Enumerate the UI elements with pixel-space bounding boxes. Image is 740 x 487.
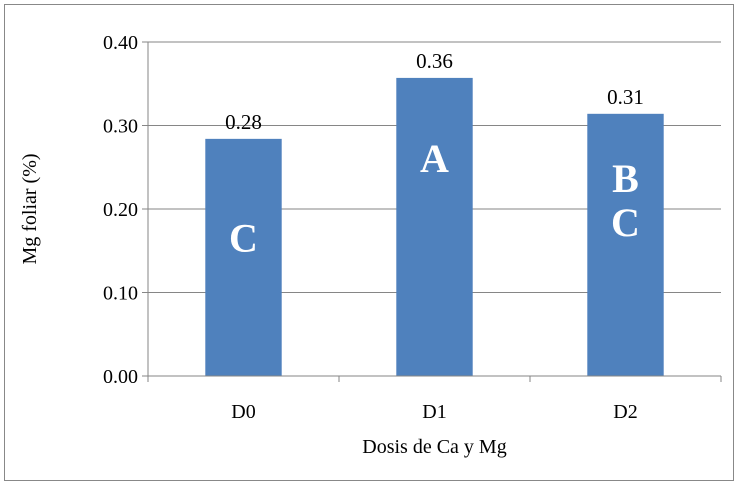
bar-d2 — [587, 113, 664, 376]
group-letter: A — [420, 136, 449, 181]
bar-d0 — [205, 138, 282, 376]
x-tick-label: D0 — [231, 401, 255, 423]
group-letter: B — [612, 156, 639, 201]
data-label: 0.31 — [607, 85, 644, 109]
y-axis-title: Mg foliar (%) — [19, 153, 41, 264]
data-label: 0.28 — [225, 110, 262, 134]
data-label: 0.36 — [416, 49, 453, 73]
x-tick-label: D2 — [613, 401, 637, 423]
y-tick-label: 0.40 — [103, 32, 138, 54]
y-tick-label: 0.20 — [103, 199, 138, 221]
y-tick-label: 0.10 — [103, 283, 138, 305]
x-tick-label: D1 — [422, 401, 446, 423]
group-letter: C — [611, 200, 640, 245]
axes — [142, 41, 722, 382]
bar-d1 — [396, 77, 473, 376]
group-letter: C — [229, 215, 258, 260]
y-tick-label: 0.30 — [103, 116, 138, 138]
y-tick-label: 0.00 — [103, 366, 138, 388]
bars — [205, 77, 664, 376]
x-axis-title: Dosis de Ca y Mg — [362, 436, 506, 458]
labels: 0.00 0.10 0.20 0.30 0.40 0.28 D0 C 0.36 D1 A 0.31 D2… — [103, 32, 644, 423]
